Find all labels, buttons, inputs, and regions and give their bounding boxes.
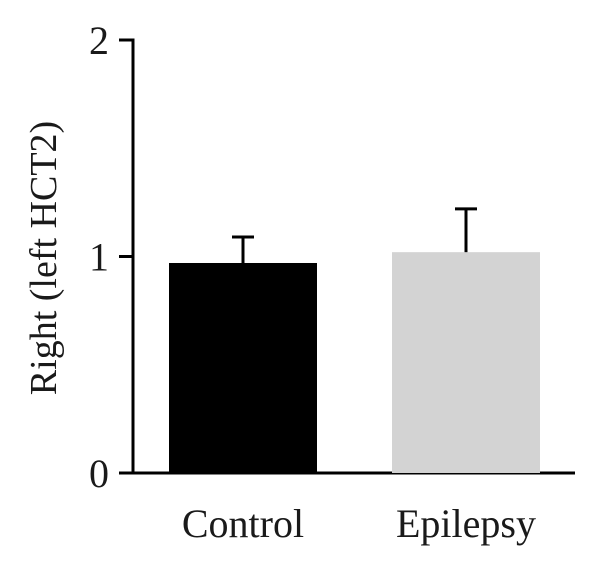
x-tick-labels: Control Epilepsy [182, 501, 536, 546]
error-bar-control [232, 235, 254, 263]
x-tick-label-epilepsy: Epilepsy [396, 501, 536, 546]
x-tick-label-control: Control [182, 501, 304, 546]
error-bars [232, 207, 477, 263]
bars [169, 252, 540, 473]
y-tick-label: 2 [89, 18, 109, 63]
y-axis-title: Right (left HCT2) [23, 121, 65, 395]
y-tick-label: 1 [89, 235, 109, 280]
error-bar-epilepsy [455, 207, 477, 253]
bar-epilepsy [392, 252, 540, 473]
y-ticks: 0 1 2 [89, 18, 133, 496]
bar-control [169, 262, 317, 473]
y-tick-label: 0 [89, 451, 109, 496]
